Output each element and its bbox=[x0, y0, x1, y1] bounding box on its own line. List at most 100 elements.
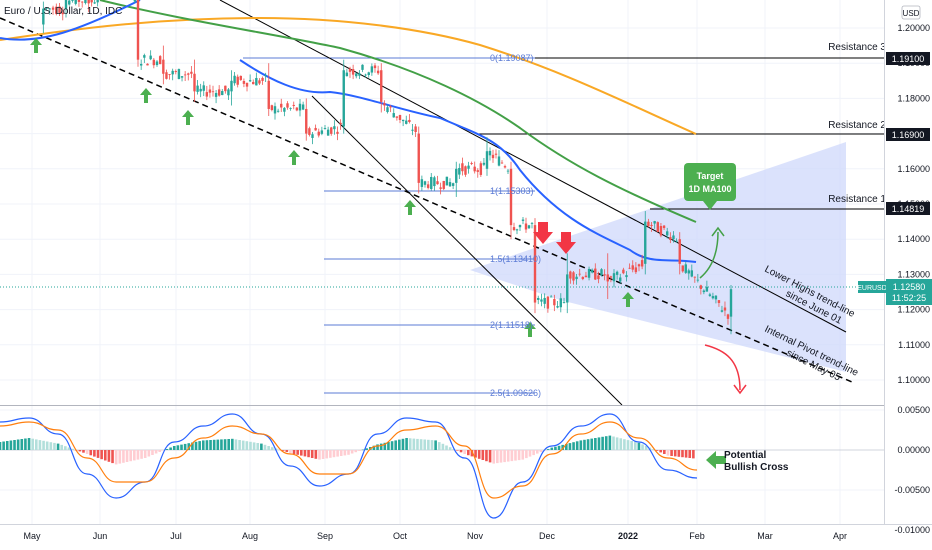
candle-141 bbox=[482, 158, 486, 167]
candle-53 bbox=[208, 84, 212, 98]
candlestick-series bbox=[42, 0, 733, 335]
resistance-1-badge: 1.14819 bbox=[892, 204, 925, 214]
fib-label-2-5: 2.5(1.09626) bbox=[490, 388, 541, 398]
macd-bar-181 bbox=[655, 450, 659, 451]
candle-34 bbox=[149, 50, 152, 61]
macd-bar-186 bbox=[673, 450, 677, 457]
candle-74 bbox=[273, 102, 277, 120]
candle-5 bbox=[58, 2, 61, 16]
currency-label: USD bbox=[903, 9, 920, 18]
candle-102 bbox=[361, 64, 364, 73]
macd-bar-184 bbox=[666, 450, 670, 456]
macd-bar-49 bbox=[176, 445, 180, 450]
candle-164 bbox=[553, 294, 556, 312]
candle-107 bbox=[376, 65, 380, 75]
symbol-title: Euro / U.S. Dollar, 1D, IDC bbox=[4, 6, 122, 17]
macd-bar-63 bbox=[227, 439, 231, 450]
macd-bar-118 bbox=[427, 439, 430, 450]
candle-51 bbox=[202, 81, 205, 97]
macd-bar-160 bbox=[579, 440, 583, 450]
candle-196 bbox=[653, 220, 656, 229]
macd-bar-11 bbox=[38, 440, 42, 450]
macd-bar-121 bbox=[437, 442, 441, 450]
bullish-projection-arrowhead bbox=[711, 226, 725, 237]
macd-panel[interactable]: Potential Bullish Cross bbox=[0, 406, 884, 530]
macd-bar-86 bbox=[310, 450, 314, 458]
macd-bar-162 bbox=[586, 439, 590, 450]
macd-bar-146 bbox=[528, 450, 532, 457]
candle-90 bbox=[323, 124, 327, 130]
bearish-projection-arrow bbox=[704, 344, 741, 391]
candle-104 bbox=[367, 71, 370, 78]
macd-bar-75 bbox=[270, 447, 274, 450]
candle-208 bbox=[690, 264, 694, 278]
macd-bar-79 bbox=[285, 450, 289, 452]
macd-tick-0: 0.00500 bbox=[897, 405, 930, 415]
candle-96 bbox=[342, 59, 345, 134]
candle-56 bbox=[217, 85, 221, 97]
candle-30 bbox=[136, 0, 140, 67]
candle-116 bbox=[405, 115, 408, 125]
candle-52 bbox=[205, 85, 209, 101]
macd-bar-27 bbox=[96, 450, 100, 458]
candle-140 bbox=[479, 161, 483, 177]
candle-138 bbox=[473, 161, 476, 174]
macd-bar-41 bbox=[147, 450, 151, 457]
macd-bar-191 bbox=[692, 450, 695, 459]
candle-162 bbox=[546, 296, 550, 313]
candle-106 bbox=[373, 63, 377, 73]
bullish-cross-label-line2: Bullish Cross bbox=[724, 462, 789, 473]
candle-44 bbox=[180, 75, 184, 82]
resistance-2-badge: 1.16900 bbox=[892, 130, 925, 140]
macd-bar-131 bbox=[474, 450, 477, 458]
candle-8 bbox=[68, 0, 71, 6]
price-tick-9: 1.11000 bbox=[898, 340, 930, 350]
candle-124 bbox=[430, 173, 433, 191]
candle-75 bbox=[276, 108, 280, 113]
macd-tick-1: 0.00000 bbox=[897, 445, 930, 455]
candle-117 bbox=[408, 114, 411, 124]
macd-bar-166 bbox=[601, 436, 604, 450]
macd-axis[interactable]: 0.00500 0.00000 -0.00500 -0.01000 bbox=[894, 405, 930, 535]
candle-173 bbox=[581, 276, 585, 281]
macd-bar-10 bbox=[35, 439, 38, 450]
candle-188 bbox=[628, 263, 631, 270]
time-tick-11: Apr bbox=[833, 531, 847, 541]
candle-63 bbox=[239, 75, 243, 81]
candle-175 bbox=[587, 266, 591, 281]
candle-181 bbox=[606, 253, 609, 300]
macd-bar-130 bbox=[470, 450, 474, 457]
fib-label-0: 0(1.19087) bbox=[490, 53, 534, 63]
macd-bar-97 bbox=[350, 450, 354, 454]
candle-80 bbox=[292, 101, 295, 110]
candle-109 bbox=[383, 100, 386, 111]
macd-bar-175 bbox=[633, 441, 637, 450]
candle-154 bbox=[521, 216, 525, 225]
candle-100 bbox=[355, 72, 358, 79]
candle-157 bbox=[530, 221, 534, 229]
macd-bar-110 bbox=[398, 439, 401, 450]
candle-47 bbox=[190, 66, 193, 79]
macd-bar-138 bbox=[499, 450, 503, 463]
macd-bar-80 bbox=[289, 450, 292, 454]
macd-bar-78 bbox=[281, 450, 285, 451]
macd-bar-173 bbox=[626, 440, 630, 450]
macd-bar-147 bbox=[532, 450, 535, 456]
macd-bar-84 bbox=[303, 450, 307, 457]
macd-bar-134 bbox=[485, 450, 488, 462]
candle-198 bbox=[659, 223, 663, 238]
time-tick-0: May bbox=[23, 531, 41, 541]
price-panel[interactable]: Target 1D MA100 Resistance 3 Resistance … bbox=[0, 0, 886, 405]
macd-histogram bbox=[0, 435, 695, 465]
resistance-1-label: Resistance 1 bbox=[828, 194, 886, 205]
time-axis[interactable]: May Jun Jul Aug Sep Oct Nov Dec 2022 Feb Mar Apr bbox=[0, 524, 932, 542]
candle-68 bbox=[255, 72, 258, 86]
candle-97 bbox=[345, 68, 349, 77]
macd-bar-116 bbox=[419, 439, 423, 450]
candle-55 bbox=[214, 90, 218, 104]
candle-113 bbox=[395, 116, 399, 121]
macd-bar-56 bbox=[201, 440, 205, 450]
price-axis[interactable]: USD 1.200001.190001.180001.170001.160001… bbox=[857, 0, 932, 524]
macd-bar-23 bbox=[82, 450, 85, 453]
candle-219 bbox=[723, 301, 727, 317]
